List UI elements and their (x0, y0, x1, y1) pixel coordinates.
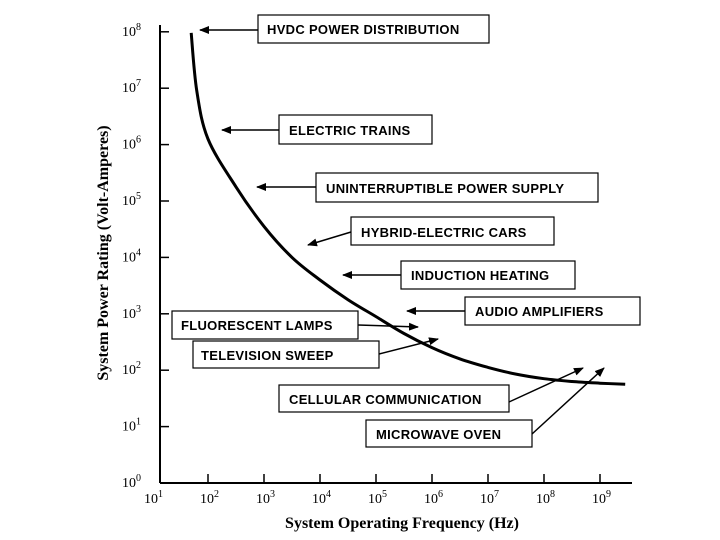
annotation-hvdc: HVDC POWER DISTRIBUTION (199, 14, 490, 44)
label-box-cellular-communication (278, 384, 510, 413)
x-tick-label: 104 (312, 489, 331, 507)
power-frequency-curve (189, 32, 626, 386)
annotation-audio-amplifiers: AUDIO AMPLIFIERS (406, 296, 641, 326)
y-axis-ticks (160, 31, 169, 428)
y-tick-label: 102 (122, 360, 141, 378)
label-box-audio-amplifiers (464, 296, 641, 326)
annotation-microwave-oven: MICROWAVE OVEN (365, 367, 605, 448)
y-tick-label: 100 (122, 473, 141, 491)
label-box-induction-heating (400, 260, 576, 290)
x-axis-tick-labels: 101 102 103 104 105 106 107 108 109 (144, 489, 611, 507)
label-text-ups: UNINTERRUPTIBLE POWER SUPPLY (326, 181, 564, 196)
leader-arrow-cellular-communication (508, 367, 584, 403)
x-axis-ticks (207, 474, 601, 483)
y-tick-label: 106 (122, 135, 141, 153)
x-tick-label: 107 (480, 489, 499, 507)
y-tick-label: 101 (122, 417, 141, 435)
annotation-hybrid-cars: HYBRID-ELECTRIC CARS (307, 216, 555, 247)
label-text-induction-heating: INDUCTION HEATING (411, 268, 549, 283)
x-tick-label: 108 (536, 489, 555, 507)
label-box-ups (315, 172, 599, 203)
y-axis-tick-labels: 100 101 102 103 104 105 106 107 108 (122, 22, 141, 491)
label-box-hvdc (257, 14, 490, 44)
leader-arrow-television-sweep (378, 337, 439, 355)
x-tick-label: 106 (424, 489, 443, 507)
y-tick-label: 105 (122, 191, 141, 209)
y-tick-label: 108 (122, 22, 141, 40)
x-tick-label: 105 (368, 489, 387, 507)
annotation-ups: UNINTERRUPTIBLE POWER SUPPLY (256, 172, 599, 203)
x-tick-label: 102 (200, 489, 219, 507)
label-text-fluorescent-lamps: FLUORESCENT LAMPS (181, 318, 333, 333)
leader-arrow-fluorescent-lamps (357, 322, 419, 331)
y-axis-title: System Power Rating (Volt-Amperes) (95, 125, 112, 380)
leader-arrow-hybrid-cars (307, 231, 352, 247)
label-box-microwave-oven (365, 419, 533, 448)
leader-arrow-microwave-oven (531, 367, 605, 435)
annotation-electric-trains: ELECTRIC TRAINS (221, 114, 433, 145)
x-tick-label: 109 (592, 489, 611, 507)
label-box-hybrid-cars (350, 216, 555, 246)
annotation-fluorescent-lamps: FLUORESCENT LAMPS (171, 310, 419, 340)
x-tick-label: 101 (144, 489, 163, 507)
annotation-induction-heating: INDUCTION HEATING (342, 260, 576, 290)
label-text-hvdc: HVDC POWER DISTRIBUTION (267, 22, 460, 37)
label-box-fluorescent-lamps (171, 310, 359, 340)
y-tick-label: 103 (122, 304, 141, 322)
label-text-hybrid-cars: HYBRID-ELECTRIC CARS (361, 225, 527, 240)
label-text-audio-amplifiers: AUDIO AMPLIFIERS (475, 304, 604, 319)
annotation-cellular-communication: CELLULAR COMMUNICATION (278, 367, 584, 413)
annotation-television-sweep: TELEVISION SWEEP (192, 337, 439, 369)
y-tick-label: 104 (122, 247, 141, 265)
label-text-electric-trains: ELECTRIC TRAINS (289, 123, 411, 138)
x-tick-label: 103 (256, 489, 275, 507)
label-text-microwave-oven: MICROWAVE OVEN (376, 427, 501, 442)
label-box-electric-trains (278, 114, 433, 145)
label-text-television-sweep: TELEVISION SWEEP (201, 348, 334, 363)
x-axis-title: System Operating Frequency (Hz) (285, 515, 519, 532)
y-tick-label: 107 (122, 78, 141, 96)
label-box-television-sweep (192, 340, 380, 369)
label-text-cellular-communication: CELLULAR COMMUNICATION (289, 392, 482, 407)
